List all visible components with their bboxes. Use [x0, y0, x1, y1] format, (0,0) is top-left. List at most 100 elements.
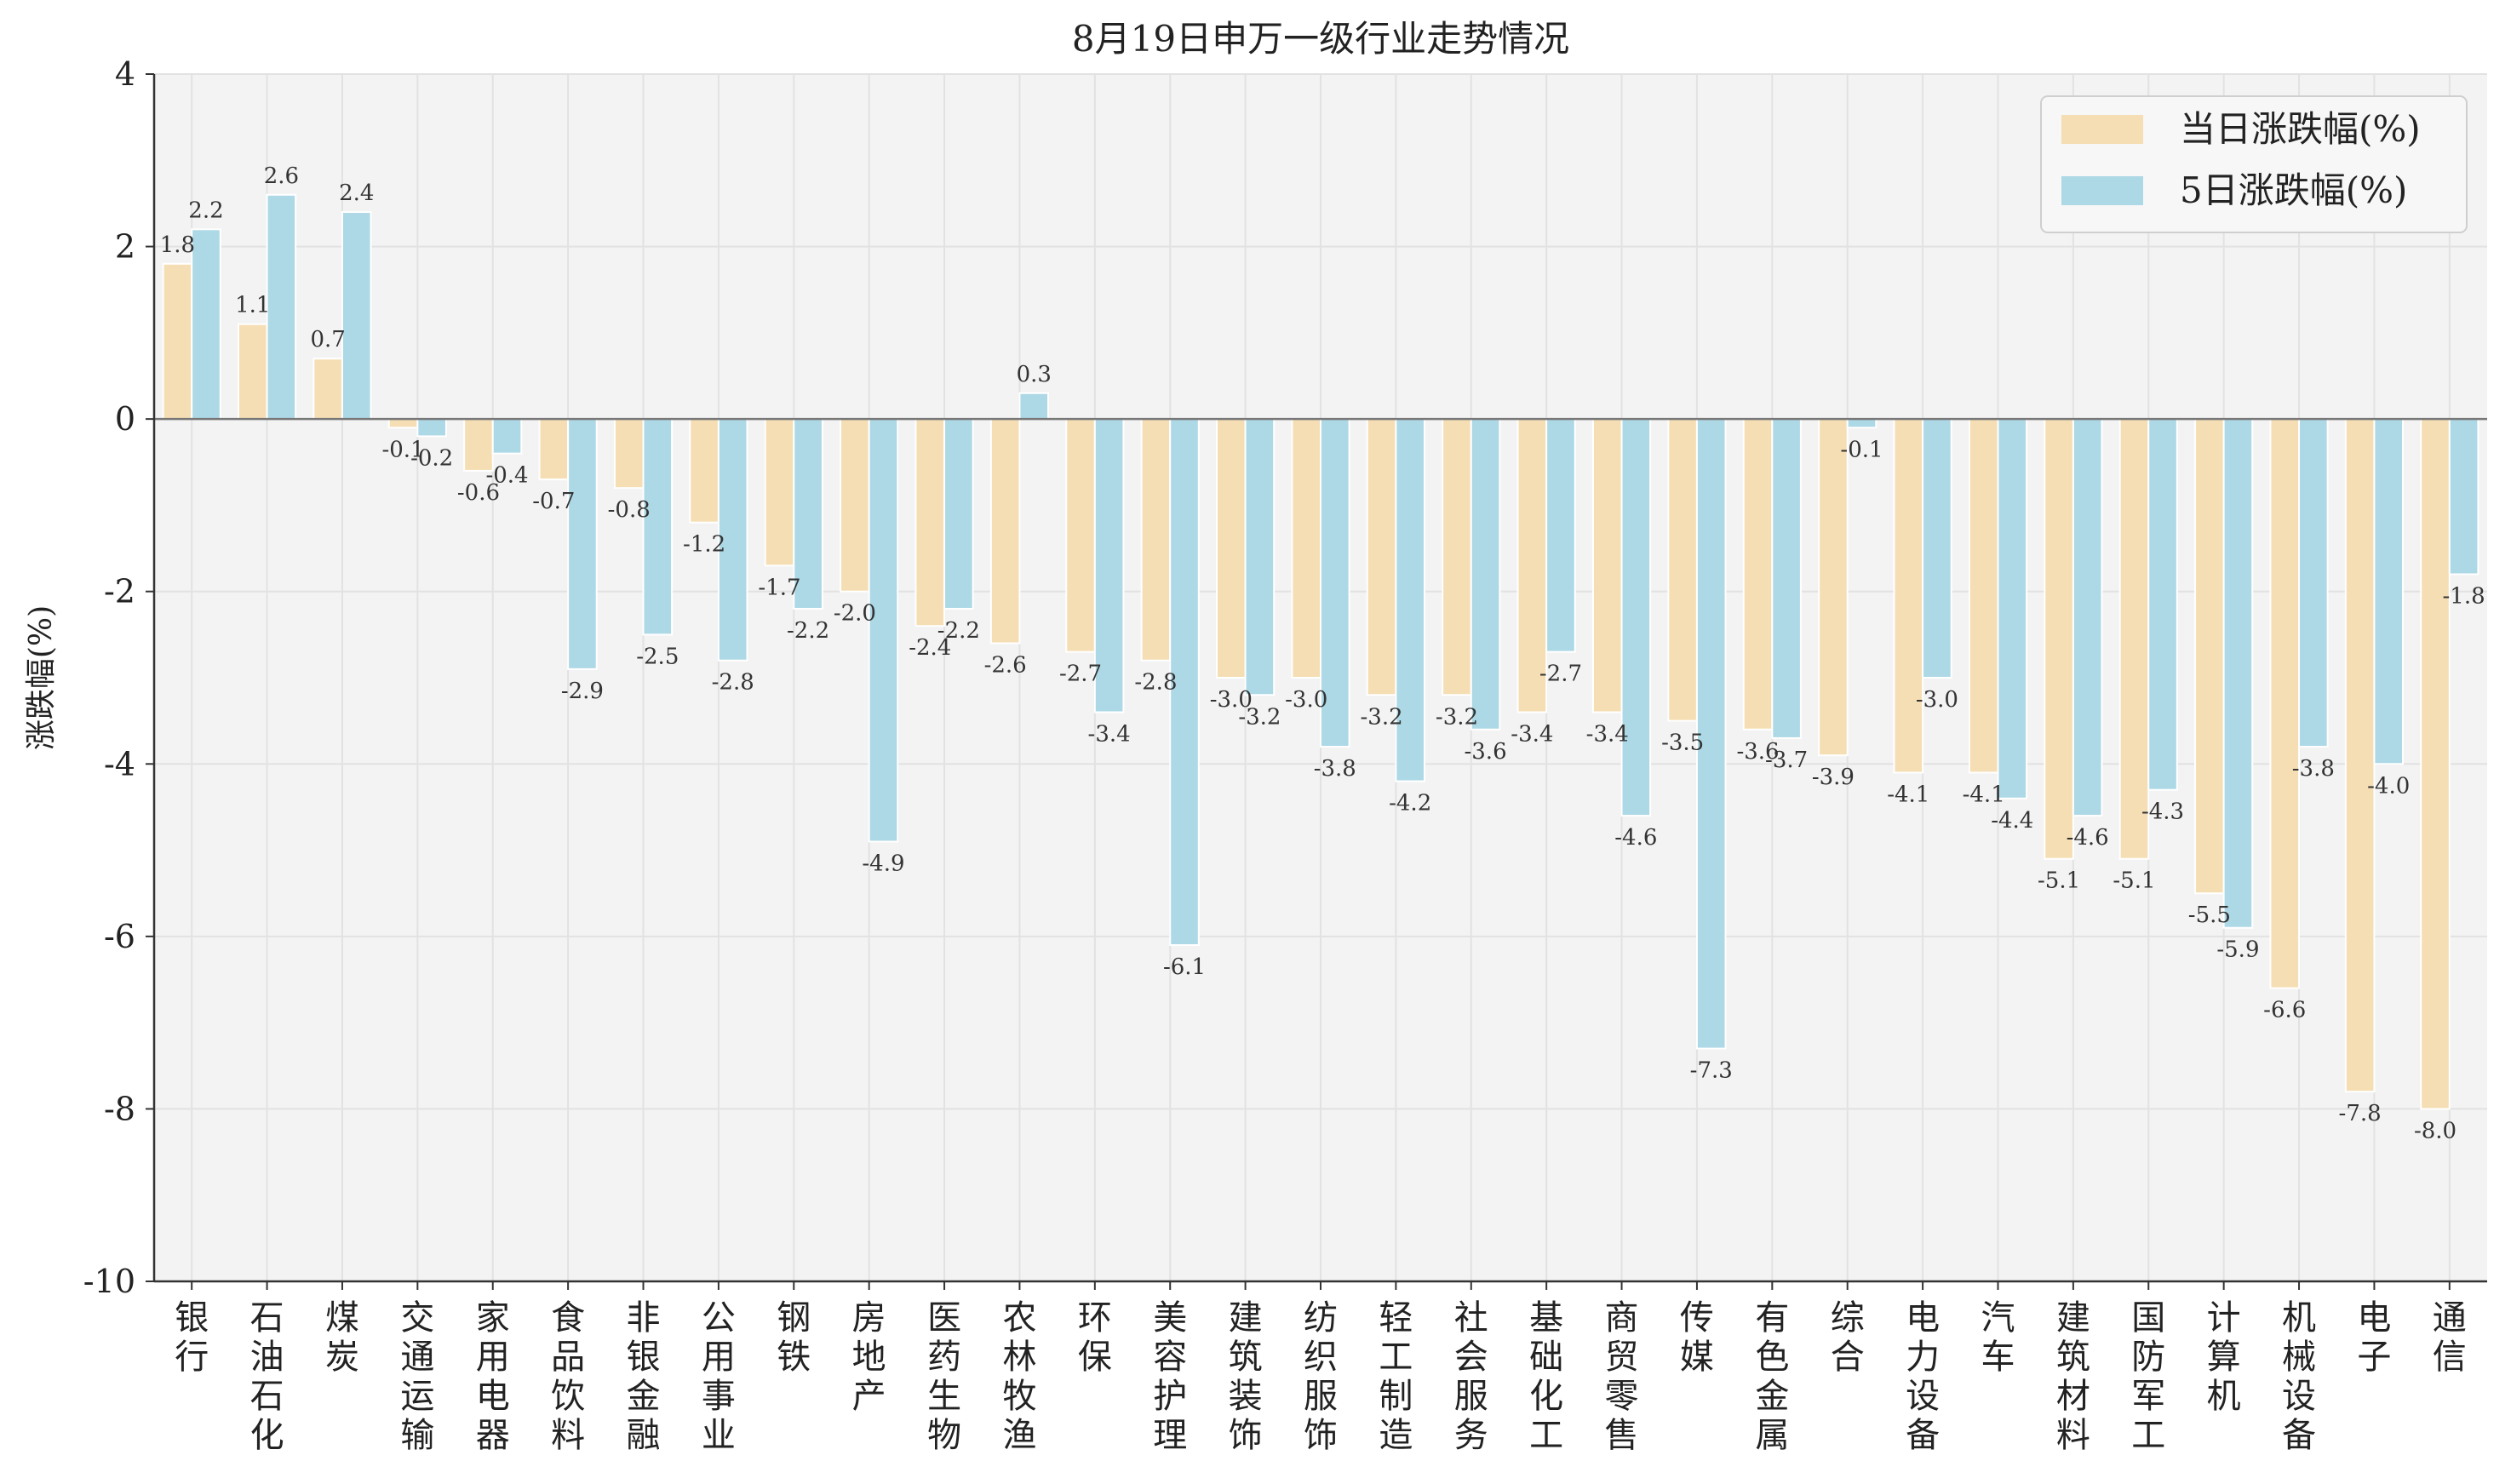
data-labels-group: 1.82.21.12.60.72.4-0.1-0.2-0.6-0.4-0.7-2…: [160, 163, 2485, 1144]
x-tick-label-char: 售: [1605, 1416, 1639, 1455]
bar-5day: [642, 418, 674, 636]
x-tick-label-char: 会: [1454, 1338, 1488, 1377]
y-tick-label: -4: [104, 745, 135, 782]
x-tick-label-char: 化: [1529, 1377, 1563, 1416]
bar-5day: [1771, 418, 1802, 739]
bar-5day: [1922, 418, 1952, 679]
x-tick-label-char: 汽: [1981, 1298, 2015, 1338]
x-tick-label-char: 防: [2131, 1338, 2165, 1377]
data-label-daily: -3.9: [1812, 765, 1855, 790]
data-label-5day: -4.9: [862, 851, 904, 876]
bar-5day: [416, 418, 447, 438]
x-tick-label-char: 军: [2131, 1377, 2165, 1416]
bar-daily: [1667, 418, 1698, 722]
data-label-5day: -3.0: [1916, 687, 1958, 713]
data-label-5day: -4.3: [2141, 799, 2184, 825]
bar-5day: [717, 418, 748, 662]
x-tick-label-char: 国: [2131, 1298, 2165, 1338]
bar-daily: [764, 418, 795, 567]
x-tick-label-char: 纺: [1304, 1298, 1338, 1338]
data-label-daily: -3.4: [1511, 722, 1553, 748]
x-tick-label-char: 输: [400, 1416, 434, 1455]
x-tick-label-char: 事: [702, 1377, 736, 1416]
data-label-5day: -5.9: [2216, 937, 2259, 963]
data-label-5day: -0.4: [485, 463, 528, 489]
x-tick-label-char: 用: [702, 1338, 736, 1377]
data-label-5day: -4.6: [1614, 825, 1657, 851]
data-label-daily: -4.1: [1887, 782, 1929, 807]
data-label-daily: -3.2: [1361, 704, 1403, 730]
x-tick-label-char: 炭: [325, 1338, 359, 1377]
bar-5day: [1169, 418, 1200, 946]
x-tick-label-char: 通: [400, 1338, 434, 1377]
x-tick-label-char: 机: [2207, 1377, 2241, 1416]
bar-5day: [1545, 418, 1576, 653]
bar-5day: [1093, 418, 1125, 713]
data-label-daily: -0.8: [608, 497, 651, 523]
x-tick-label-char: 化: [250, 1416, 284, 1455]
bar-5day: [341, 211, 372, 421]
data-label-daily: -2.8: [1134, 670, 1177, 696]
x-tick-label-char: 饮: [551, 1377, 585, 1416]
bar-5day: [793, 418, 823, 610]
x-tick-label-char: 环: [1078, 1298, 1112, 1338]
y-tick-label: 2: [115, 228, 135, 266]
x-tick-label-char: 算: [2207, 1338, 2241, 1377]
bar-daily: [2269, 418, 2301, 989]
x-tick-label-char: 金: [1755, 1377, 1789, 1416]
x-tick-label-char: 备: [1906, 1416, 1940, 1455]
bar-daily: [1366, 418, 1397, 696]
x-tick-label-char: 工: [2131, 1416, 2165, 1455]
bar-daily: [2044, 418, 2074, 860]
x-tick-label-char: 制: [1379, 1377, 1413, 1416]
bar-5day: [1695, 418, 1727, 1050]
data-label-5day: -2.8: [712, 670, 754, 696]
x-tick-label-char: 料: [2056, 1416, 2090, 1455]
x-tick-label-char: 传: [1680, 1298, 1714, 1338]
bar-daily: [2194, 418, 2225, 895]
bar-daily: [463, 418, 494, 472]
x-tick-label-char: 设: [1906, 1377, 1940, 1416]
data-label-daily: -3.0: [1210, 687, 1253, 713]
data-label-daily: -1.2: [683, 532, 725, 558]
x-tick-label-char: 材: [2056, 1377, 2090, 1416]
x-tick-label-char: 机: [2282, 1298, 2316, 1338]
bar-daily: [1216, 418, 1247, 679]
y-tick-label: -8: [104, 1090, 135, 1127]
x-tick-label-char: 车: [1981, 1338, 2015, 1377]
bar-5day: [868, 418, 899, 843]
bar-daily: [989, 418, 1021, 645]
x-tick-label-char: 理: [1153, 1416, 1187, 1455]
x-tick-label-char: 银: [627, 1338, 661, 1377]
x-tick-label-char: 煤: [325, 1298, 359, 1338]
x-tick-label-char: 美: [1153, 1298, 1187, 1338]
y-tick-label: -2: [104, 573, 135, 610]
bar-5day: [2072, 418, 2103, 817]
x-tick-label-char: 林: [1002, 1338, 1036, 1377]
x-tick-label-char: 融: [627, 1416, 661, 1455]
data-label-5day: -3.6: [1464, 739, 1506, 765]
x-tick-label-char: 械: [2282, 1338, 2316, 1377]
bar-5day: [1470, 418, 1501, 731]
data-label-5day: -2.5: [636, 644, 679, 669]
legend-swatch-5day: [2061, 176, 2143, 205]
bar-daily: [1591, 418, 1623, 713]
data-label-daily: -0.6: [457, 480, 500, 506]
x-tick-label-char: 非: [627, 1298, 661, 1338]
data-label-daily: 0.7: [310, 327, 345, 352]
x-tick-label-char: 公: [702, 1298, 736, 1338]
data-label-5day: 2.4: [339, 180, 374, 206]
x-tick-label-char: 商: [1605, 1298, 1639, 1338]
bar-5day: [1244, 418, 1276, 696]
x-tick-label-char: 行: [175, 1338, 209, 1377]
x-tick-label-char: 社: [1454, 1298, 1488, 1338]
x-tick-label-char: 电: [1906, 1298, 1940, 1338]
data-label-daily: -5.5: [2188, 902, 2231, 928]
bar-daily: [162, 262, 193, 421]
x-tick-label-char: 电: [476, 1377, 510, 1416]
x-tick-label-char: 地: [852, 1338, 886, 1377]
data-label-daily: -2.0: [834, 601, 876, 627]
x-tick-label-char: 房: [852, 1298, 886, 1338]
bar-daily: [1140, 418, 1172, 662]
